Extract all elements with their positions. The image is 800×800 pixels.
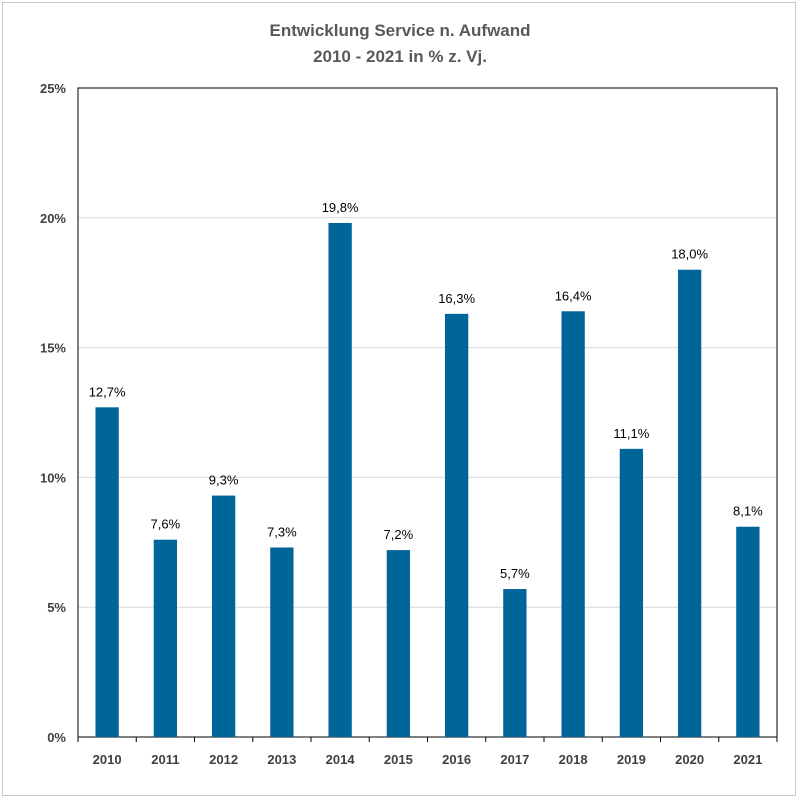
- plot-area-border: [77, 87, 778, 738]
- bar-2013: [270, 547, 294, 737]
- data-label-2017: 5,7%: [500, 566, 530, 581]
- x-tick-label-2018: 2018: [559, 752, 588, 767]
- data-label-2012: 9,3%: [209, 473, 239, 488]
- data-label-2016: 16,3%: [438, 291, 475, 306]
- bar-2019: [619, 448, 644, 737]
- x-tick-label-2014: 2014: [326, 752, 356, 767]
- x-tick-label-2011: 2011: [151, 752, 179, 767]
- chart-title: Entwicklung Service n. Aufwand: [269, 21, 531, 40]
- x-tick-label-2021: 2021: [733, 752, 762, 767]
- data-label-2014: 19,8%: [322, 200, 359, 215]
- y-tick-label-4: 20%: [40, 211, 66, 226]
- data-label-2015: 7,2%: [384, 527, 414, 542]
- bar-2018: [561, 311, 585, 737]
- x-tick-label-2017: 2017: [500, 752, 529, 767]
- x-tick-label-2012: 2012: [209, 752, 238, 767]
- bar-2015: [386, 550, 411, 737]
- bar-2020: [677, 269, 702, 737]
- y-tick-label-1: 5%: [47, 600, 66, 615]
- x-tick-label-2013: 2013: [267, 752, 296, 767]
- bar-2021: [736, 526, 760, 737]
- data-label-2011: 7,6%: [151, 517, 181, 532]
- y-tick-label-2: 10%: [40, 470, 66, 485]
- bar-2010: [95, 407, 119, 737]
- x-tick-label-2015: 2015: [384, 752, 413, 767]
- data-label-2010: 12,7%: [89, 384, 126, 399]
- chart-subtitle: 2010 - 2021 in % z. Vj.: [313, 47, 487, 66]
- data-label-2018: 16,4%: [555, 288, 592, 303]
- x-tick-label-2010: 2010: [93, 752, 122, 767]
- bar-2014: [328, 222, 352, 737]
- x-tick-label-2020: 2020: [675, 752, 704, 767]
- bar-2017: [503, 589, 527, 737]
- x-tick-label-2019: 2019: [617, 752, 646, 767]
- bar-2011: [153, 539, 178, 737]
- y-tick-label-0: 0%: [47, 730, 66, 745]
- data-label-2013: 7,3%: [267, 524, 297, 539]
- x-tick-label-2016: 2016: [442, 752, 471, 767]
- y-tick-label-3: 15%: [40, 341, 66, 356]
- data-label-2019: 11,1%: [613, 426, 649, 441]
- bar-2012: [211, 495, 236, 737]
- y-tick-label-5: 25%: [40, 81, 66, 96]
- bar-2016: [444, 313, 469, 737]
- data-label-2021: 8,1%: [733, 504, 763, 519]
- data-label-2020: 18,0%: [671, 247, 708, 262]
